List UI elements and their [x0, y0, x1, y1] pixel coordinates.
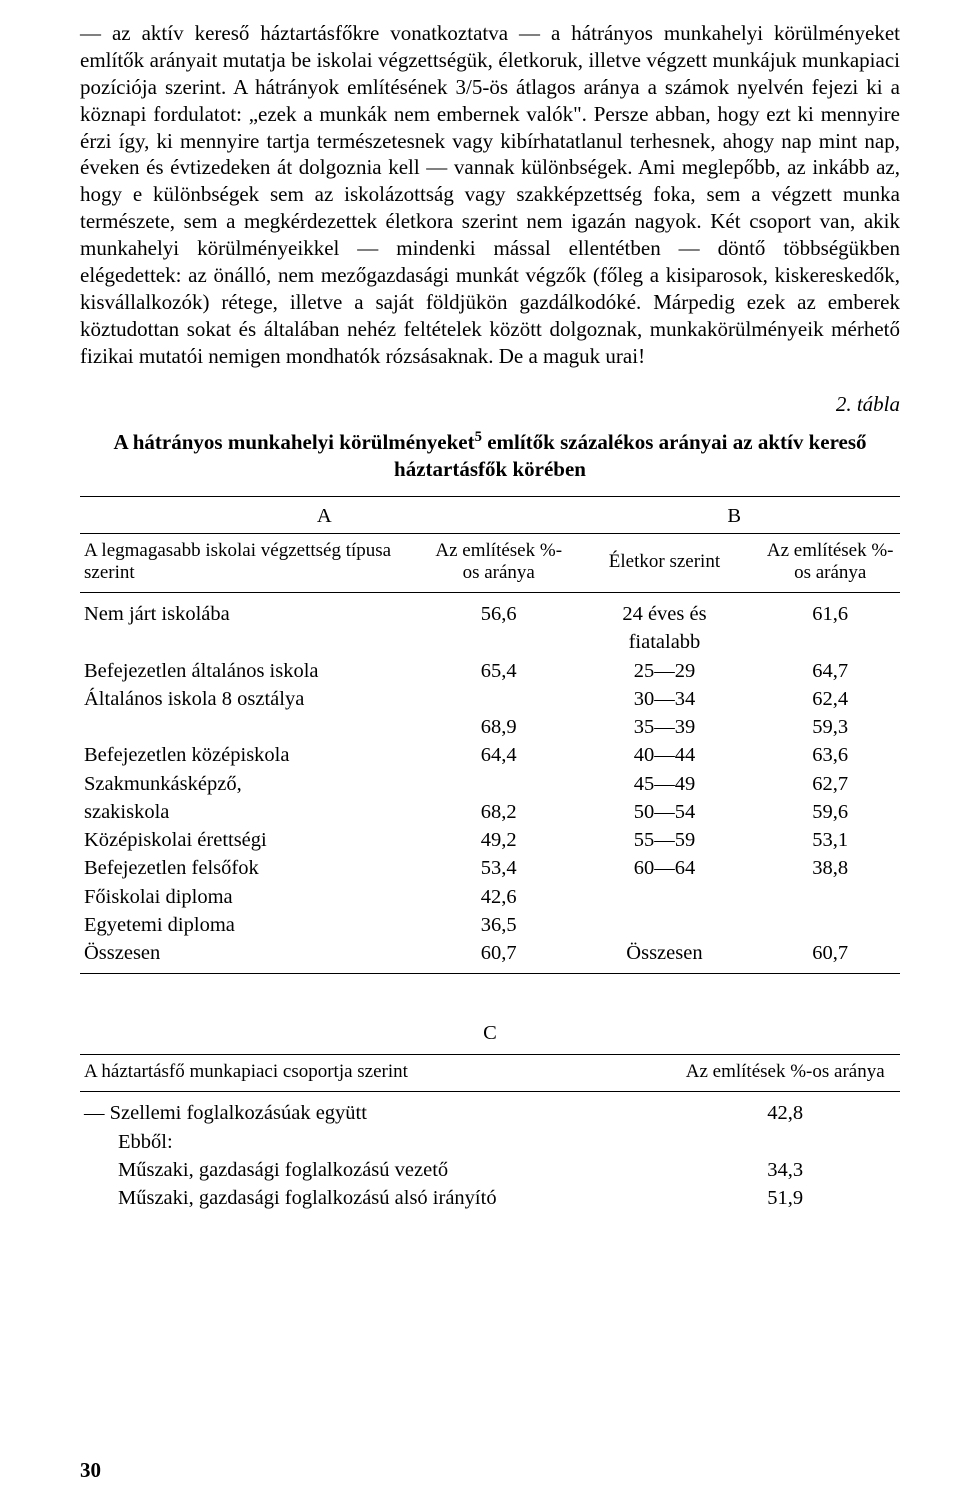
cell-value-a: 68,9 [429, 713, 569, 741]
cell-value-c: 42,8 [670, 1099, 900, 1127]
cell-value-b: 64,7 [760, 657, 900, 685]
cell-value-a: 36,5 [429, 911, 569, 939]
cell-value-a: 64,4 [429, 741, 569, 769]
cell-edu [80, 713, 429, 741]
cell-age: 55—59 [569, 826, 761, 854]
col-header-workgroup: A háztartásfő munkapiaci csoportja szeri… [80, 1054, 670, 1091]
table-row: Befejezetlen középiskola64,440—4463,6 [80, 741, 900, 769]
cell-edu: Összesen [80, 939, 429, 967]
cell-value-b: 59,6 [760, 798, 900, 826]
cell-value-a [429, 685, 569, 713]
cell-age: 24 éves és [569, 600, 761, 628]
cell-value-a: 68,2 [429, 798, 569, 826]
cell-age [569, 911, 761, 939]
col-header-mention-a: Az említések %-os aránya [429, 533, 569, 592]
table-row: Összesen60,7Összesen60,7 [80, 939, 900, 967]
cell-edu: Befejezetlen általános iskola [80, 657, 429, 685]
cell-age: 40—44 [569, 741, 761, 769]
cell-value-c [670, 1128, 900, 1156]
cell-edu: Egyetemi diploma [80, 911, 429, 939]
table-row: Egyetemi diploma36,5 [80, 911, 900, 939]
cell-value-a: 53,4 [429, 854, 569, 882]
section-a-label: A [80, 496, 569, 533]
table-row: Műszaki, gazdasági foglalkozású alsó irá… [80, 1184, 900, 1212]
cell-age: 25—29 [569, 657, 761, 685]
cell-value-b: 53,1 [760, 826, 900, 854]
table-row: Befejezetlen felsőfok53,460—6438,8 [80, 854, 900, 882]
cell-value-b: 60,7 [760, 939, 900, 967]
table-title-part1: A hátrányos munkahelyi körülményeket [113, 430, 474, 454]
table-row: 68,935—3959,3 [80, 713, 900, 741]
cell-edu [80, 628, 429, 656]
cell-age: 60—64 [569, 854, 761, 882]
cell-age: 50—54 [569, 798, 761, 826]
cell-age: 45—49 [569, 770, 761, 798]
table-row: Középiskolai érettségi49,255—5953,1 [80, 826, 900, 854]
cell-value-b: 62,4 [760, 685, 900, 713]
table-row: Nem járt iskolába56,624 éves és61,6 [80, 600, 900, 628]
section-b-label: B [569, 496, 901, 533]
page-number: 30 [80, 1457, 101, 1484]
cell-value-c: 34,3 [670, 1156, 900, 1184]
cell-age: 35—39 [569, 713, 761, 741]
table-title: A hátrányos munkahelyi körülményeket5 em… [80, 428, 900, 482]
table-row: Szakmunkásképző, 45—4962,7 [80, 770, 900, 798]
col-header-mention-c: Az említések %-os aránya [670, 1054, 900, 1091]
footnote-ref: 5 [475, 429, 482, 445]
table-row: Általános iskola 8 osztálya 30—3462,4 [80, 685, 900, 713]
cell-workgroup: Műszaki, gazdasági foglalkozású alsó irá… [80, 1184, 670, 1212]
cell-value-a [429, 770, 569, 798]
table-ab: A B A legmagasabb iskolai végzettség típ… [80, 496, 900, 974]
cell-edu: Befejezetlen felsőfok [80, 854, 429, 882]
cell-value-a: 65,4 [429, 657, 569, 685]
cell-workgroup: — Szellemi foglalkozásúak együtt [80, 1099, 670, 1127]
table-row: fiatalabb [80, 628, 900, 656]
cell-edu: Szakmunkásképző, [80, 770, 429, 798]
table-row: szakiskola68,250—5459,6 [80, 798, 900, 826]
table-c: C A háztartásfő munkapiaci csoportja sze… [80, 1016, 900, 1213]
cell-value-b: 59,3 [760, 713, 900, 741]
cell-edu: Befejezetlen középiskola [80, 741, 429, 769]
cell-value-b: 61,6 [760, 600, 900, 628]
cell-workgroup: Ebből: [80, 1128, 670, 1156]
cell-value-b: 38,8 [760, 854, 900, 882]
cell-edu: Általános iskola 8 osztálya [80, 685, 429, 713]
col-header-mention-b: Az említések %-os aránya [760, 533, 900, 592]
cell-value-b [760, 883, 900, 911]
cell-value-b: 62,7 [760, 770, 900, 798]
cell-value-a: 56,6 [429, 600, 569, 628]
cell-age [569, 883, 761, 911]
cell-value-b [760, 628, 900, 656]
cell-value-b: 63,6 [760, 741, 900, 769]
cell-value-a: 49,2 [429, 826, 569, 854]
cell-edu: Nem járt iskolába [80, 600, 429, 628]
cell-value-c: 51,9 [670, 1184, 900, 1212]
cell-edu: Középiskolai érettségi [80, 826, 429, 854]
cell-age: Összesen [569, 939, 761, 967]
cell-value-a: 42,6 [429, 883, 569, 911]
cell-edu: Főiskolai diploma [80, 883, 429, 911]
table-row: Ebből: [80, 1128, 900, 1156]
section-c-label: C [80, 1016, 900, 1055]
table-number: 2. tábla [80, 391, 900, 418]
table-row: Főiskolai diploma42,6 [80, 883, 900, 911]
cell-age: fiatalabb [569, 628, 761, 656]
cell-workgroup: Műszaki, gazdasági foglalkozású vezető [80, 1156, 670, 1184]
cell-value-b [760, 911, 900, 939]
table-row: Műszaki, gazdasági foglalkozású vezető34… [80, 1156, 900, 1184]
body-paragraph: — az aktív kereső háztartásfőkre vonatko… [80, 20, 900, 369]
cell-value-a: 60,7 [429, 939, 569, 967]
cell-value-a [429, 628, 569, 656]
col-header-age: Életkor szerint [569, 533, 761, 592]
table-row: Befejezetlen általános iskola65,425—2964… [80, 657, 900, 685]
cell-age: 30—34 [569, 685, 761, 713]
cell-edu: szakiskola [80, 798, 429, 826]
table-row: — Szellemi foglalkozásúak együtt42,8 [80, 1099, 900, 1127]
col-header-edu: A legmagasabb iskolai végzettség típusa … [80, 533, 429, 592]
